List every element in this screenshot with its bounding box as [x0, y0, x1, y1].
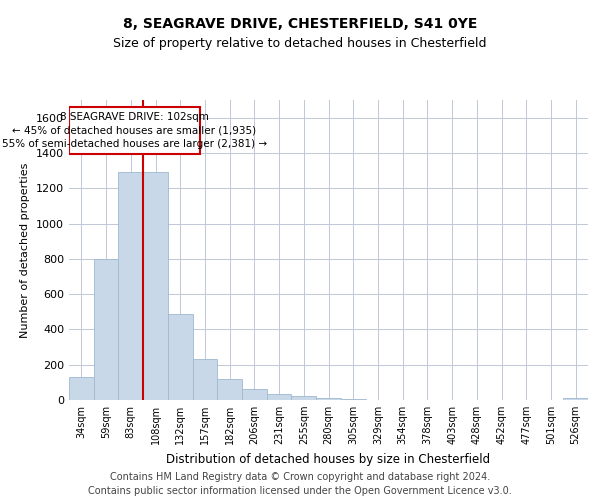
Bar	[69, 377, 94, 400]
Bar	[168, 314, 193, 400]
Bar	[217, 379, 242, 400]
Bar	[563, 398, 588, 400]
Text: ← 45% of detached houses are smaller (1,935): ← 45% of detached houses are smaller (1,…	[13, 126, 257, 136]
Y-axis label: Number of detached properties: Number of detached properties	[20, 162, 31, 338]
X-axis label: Distribution of detached houses by size in Chesterfield: Distribution of detached houses by size …	[166, 452, 491, 466]
Text: 8, SEAGRAVE DRIVE, CHESTERFIELD, S41 0YE: 8, SEAGRAVE DRIVE, CHESTERFIELD, S41 0YE	[123, 18, 477, 32]
Bar	[267, 394, 292, 400]
FancyBboxPatch shape	[69, 107, 200, 154]
Bar	[94, 259, 118, 400]
Bar	[242, 388, 267, 400]
Bar	[316, 398, 341, 400]
Bar	[143, 172, 168, 400]
Text: Size of property relative to detached houses in Chesterfield: Size of property relative to detached ho…	[113, 38, 487, 51]
Bar	[341, 398, 365, 400]
Text: Contains HM Land Registry data © Crown copyright and database right 2024.: Contains HM Land Registry data © Crown c…	[110, 472, 490, 482]
Text: Contains public sector information licensed under the Open Government Licence v3: Contains public sector information licen…	[88, 486, 512, 496]
Bar	[292, 396, 316, 400]
Bar	[118, 172, 143, 400]
Bar	[193, 358, 217, 400]
Text: 8 SEAGRAVE DRIVE: 102sqm: 8 SEAGRAVE DRIVE: 102sqm	[60, 112, 209, 122]
Text: 55% of semi-detached houses are larger (2,381) →: 55% of semi-detached houses are larger (…	[2, 138, 267, 148]
